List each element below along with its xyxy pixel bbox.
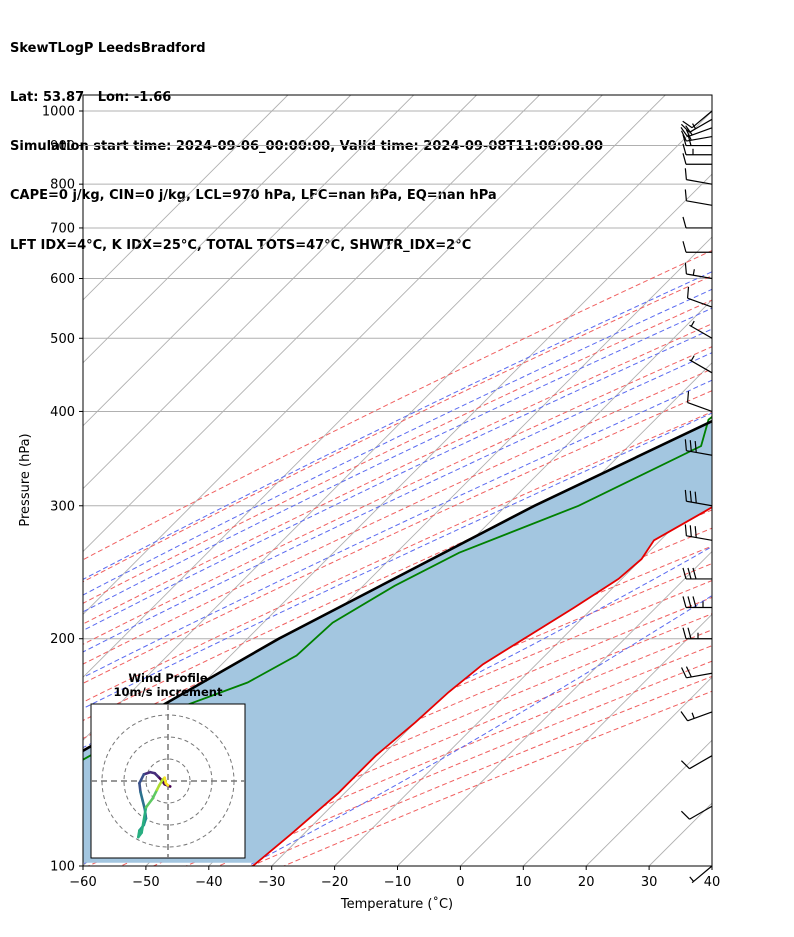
wind-barb [680, 755, 713, 770]
dry-adiabat-line [83, 545, 712, 823]
wind-barb [680, 805, 713, 820]
y-tick-label: 200 [50, 632, 75, 647]
x-tick-label: 10 [515, 875, 532, 890]
moist-adiabat-line [83, 271, 712, 580]
y-tick-label: 900 [50, 139, 75, 154]
dewpoint-line [83, 415, 712, 761]
wind-barb [680, 711, 713, 722]
dry-adiabat-line [83, 346, 712, 645]
x-tick-label: 20 [578, 875, 595, 890]
wind-barb [684, 168, 713, 185]
hodograph-segment [140, 806, 148, 835]
y-axis-label: Pressure (hPa) [18, 433, 33, 526]
dry-adiabat-line [83, 527, 712, 807]
x-tick-label: 0 [456, 875, 464, 890]
wind-barb [684, 439, 713, 456]
isotherm-line [83, 95, 540, 553]
moist-adiabat-line [83, 307, 712, 613]
hodograph-segment [138, 773, 146, 785]
dry-adiabat-line [83, 299, 712, 604]
hodograph-segment [164, 781, 170, 787]
isotherm-line [397, 550, 712, 866]
wind-barb [682, 110, 713, 129]
wind-barb [682, 627, 712, 640]
wind-barb [684, 189, 713, 206]
hodograph-title: Wind Profile [128, 671, 208, 685]
isotherm-line [83, 95, 352, 364]
y-tick-label: 700 [50, 221, 75, 236]
axes: −60 −50 −40 −30 −20 −10 0 10 20 30 40 1000 900 800 700… [42, 104, 720, 890]
isotherm-line [522, 676, 712, 866]
moist-adiabat-line [83, 288, 712, 596]
y-tick-label: 1000 [42, 104, 75, 119]
y-tick-label: 600 [50, 272, 75, 287]
isotherm-line [83, 95, 477, 490]
wind-barb [686, 391, 713, 413]
wind-barb [682, 134, 712, 147]
wind-barb [689, 865, 713, 884]
dry-adiabat-line [83, 323, 712, 625]
wind-barb [680, 666, 713, 679]
hodograph-segment [151, 788, 159, 800]
parcel-line [83, 419, 712, 753]
wind-barb [684, 262, 713, 280]
x-tick-label: −50 [132, 875, 159, 890]
dry-adiabat-line [83, 411, 712, 703]
title-line-2: Lat: 53.87 Lon: -1.66 [10, 90, 172, 106]
wind-barb [682, 596, 712, 609]
isotherm-line [460, 613, 712, 866]
isotherm-line [711, 865, 712, 866]
wind-barb [680, 118, 713, 133]
title-line-1: SkewTLogP LeedsBradford [10, 40, 206, 56]
isotherm-line [83, 95, 289, 301]
wind-barb [689, 320, 713, 339]
wind-barb [682, 567, 712, 580]
hodograph-ring [145, 758, 191, 804]
isotherm-line [83, 95, 666, 678]
hodograph-subtitle: 10m/s increment [114, 685, 223, 699]
wind-barbs [680, 95, 713, 884]
moist-adiabat-line [83, 412, 712, 710]
moist-adiabat-line [83, 352, 712, 653]
wind-barb [682, 153, 712, 165]
x-tick-label: 40 [704, 875, 721, 890]
hodograph-segment [138, 781, 142, 794]
moist-adiabat-line [83, 379, 712, 678]
y-tick-label: 500 [50, 332, 75, 347]
wind-barb [682, 216, 712, 229]
hodograph-segment [141, 799, 147, 811]
wind-barb [682, 241, 712, 253]
wind-barb [684, 489, 713, 507]
x-tick-label: −40 [195, 875, 222, 890]
isotherm-line [83, 95, 415, 427]
y-tick-label: 800 [50, 178, 75, 193]
x-axis-label: Temperature (˚C) [340, 896, 453, 912]
isotherm-line [334, 487, 712, 866]
y-tick-label: 300 [50, 499, 75, 514]
x-tick-label: −10 [384, 875, 411, 890]
hodograph-segment [144, 797, 154, 809]
wind-barb [682, 143, 712, 156]
dry-adiabat-line [83, 249, 712, 561]
y-tick-label: 400 [50, 405, 75, 420]
isotherm-line [83, 95, 603, 616]
wind-barb [686, 286, 713, 308]
dry-adiabat-line [83, 368, 712, 665]
x-tick-label: −30 [258, 875, 285, 890]
x-tick-label: −20 [321, 875, 348, 890]
title-line-4: CAPE=0 j/kg, CIN=0 j/kg, LCL=970 hPa, LF… [10, 188, 497, 204]
hodograph-segment [139, 790, 144, 803]
wind-barb [680, 125, 713, 138]
temperature-line [252, 506, 712, 866]
wind-barb [684, 524, 713, 541]
y-tick-label: 100 [50, 860, 75, 875]
isotherm-line [775, 95, 794, 866]
x-tick-label: −60 [69, 875, 96, 890]
wind-barb [689, 355, 713, 374]
x-tick-label: 30 [641, 875, 658, 890]
